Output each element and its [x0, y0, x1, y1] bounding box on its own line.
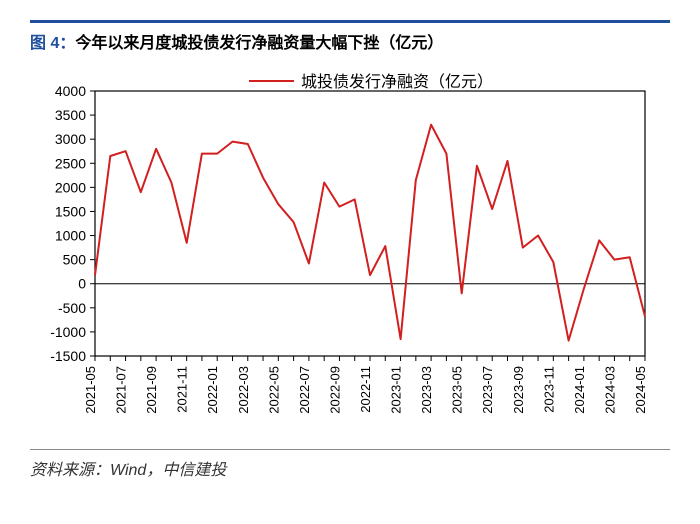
y-tick-label: 1500 — [55, 203, 86, 219]
x-tick-label: 2023-11 — [541, 366, 556, 413]
x-tick-label: 2023-03 — [419, 366, 434, 414]
y-tick-label: -1500 — [50, 348, 86, 364]
x-tick-label: 2021-09 — [144, 366, 159, 414]
x-tick-label: 2022-07 — [297, 366, 312, 414]
x-tick-label: 2022-09 — [327, 366, 342, 414]
line-chart: -1500 -1000 -500 0 500 1000 1500 2000 2500 3000 35… — [40, 61, 660, 441]
y-tick-label: 1000 — [55, 228, 86, 244]
y-tick-label: 4000 — [55, 83, 86, 99]
x-tick-label: 2024-05 — [633, 366, 648, 414]
legend-label: 城投债发行净融资（亿元） — [301, 73, 493, 91]
x-tick-label: 2023-05 — [450, 366, 465, 414]
plot-border — [95, 91, 645, 356]
x-tick-label: 2022-11 — [358, 366, 373, 413]
x-tick-label: 2021-07 — [114, 366, 129, 414]
x-tick-label: 2022-05 — [266, 366, 281, 414]
x-tick-label: 2021-11 — [175, 366, 190, 413]
x-tick-label: 2024-01 — [572, 366, 587, 414]
y-tick-label: 2500 — [55, 155, 86, 171]
y-tick-label: 3500 — [55, 107, 86, 123]
x-tick-label: 2023-09 — [511, 366, 526, 414]
y-tick-label: 3000 — [55, 131, 86, 147]
x-tick-label: 2024-03 — [602, 366, 617, 414]
chart-title-row: 图 4：今年以来月度城投债发行净融资量大幅下挫（亿元） — [30, 20, 670, 61]
y-tick-label: 0 — [78, 276, 86, 292]
y-tick-label: 2000 — [55, 179, 86, 195]
chart-source: 资料来源：Wind，中信建投 — [30, 449, 670, 480]
x-tick-label: 2021-05 — [83, 366, 98, 414]
y-tick-label: -500 — [58, 300, 86, 316]
chart-svg: -1500 -1000 -500 0 500 1000 1500 2000 2500 3000 35… — [40, 61, 660, 441]
x-tick-label: 2023-01 — [389, 366, 404, 414]
chart-title-prefix: 图 4： — [30, 35, 75, 52]
x-tick-label: 2022-03 — [236, 366, 251, 414]
y-tick-label: 500 — [63, 252, 87, 268]
x-tick-label: 2023-07 — [480, 366, 495, 414]
chart-title: 今年以来月度城投债发行净融资量大幅下挫（亿元） — [75, 35, 443, 52]
y-tick-label: -1000 — [50, 324, 86, 340]
x-tick-label: 2022-01 — [205, 366, 220, 414]
data-line — [95, 125, 645, 341]
